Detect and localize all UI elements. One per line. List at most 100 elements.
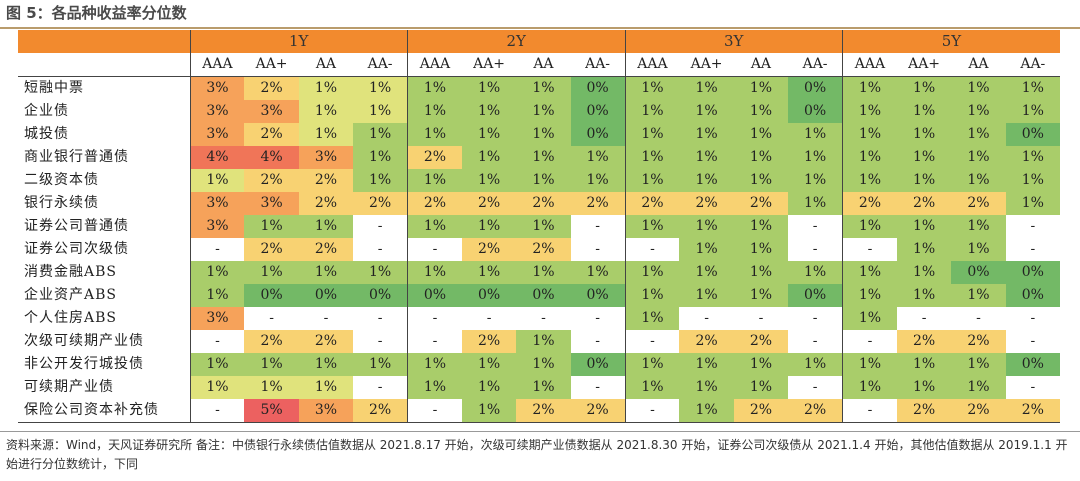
rating-header: AA xyxy=(951,53,1006,77)
percentile-cell: 1% xyxy=(679,76,734,100)
percentile-cell: 1% xyxy=(189,169,245,192)
percentile-cell: - xyxy=(353,376,408,399)
percentile-cell: 1% xyxy=(733,146,789,169)
percentile-cell: - xyxy=(841,330,897,353)
percentile-cell: 1% xyxy=(841,123,897,146)
percentile-cell: - xyxy=(353,307,408,330)
percentile-cell: 0% xyxy=(461,284,517,307)
percentile-cell: 2% xyxy=(1005,399,1060,423)
percentile-cell: 1% xyxy=(1005,100,1060,123)
percentile-cell: 1% xyxy=(788,123,843,146)
percentile-cell: 1% xyxy=(841,76,897,100)
percentile-cell: 1% xyxy=(353,123,408,146)
percentile-cell: 1% xyxy=(896,146,952,169)
percentile-cell: 1% xyxy=(516,330,571,353)
percentile-cell: 1% xyxy=(1005,192,1060,215)
rating-header: AA+ xyxy=(461,53,517,77)
row-label: 企业债 xyxy=(24,103,69,119)
percentile-cell: 1% xyxy=(516,123,571,146)
percentile-cell: 1% xyxy=(298,261,354,284)
percentile-cell: 1% xyxy=(841,307,897,330)
percentile-cell: 1% xyxy=(896,376,952,399)
percentile-cell: 0% xyxy=(516,284,571,307)
percentile-cell: 2% xyxy=(298,330,354,353)
percentile-cell: 1% xyxy=(516,376,571,399)
percentile-cell: 0% xyxy=(1005,353,1060,376)
percentile-cell: 1% xyxy=(461,123,517,146)
percentile-cell: - xyxy=(189,330,245,353)
percentile-cell: 1% xyxy=(189,353,245,376)
percentile-cell: 1% xyxy=(951,123,1006,146)
percentile-cell: 1% xyxy=(298,215,354,238)
percentile-cell: - xyxy=(1005,238,1060,261)
percentile-cell: 1% xyxy=(406,169,462,192)
percentile-cell: 1% xyxy=(353,169,408,192)
percentile-cell: 1% xyxy=(189,284,245,307)
percentile-cell: 2% xyxy=(951,399,1006,423)
percentile-cell: 3% xyxy=(189,192,245,215)
percentile-cell: 1% xyxy=(1005,169,1060,192)
rating-header: AAA xyxy=(406,53,462,77)
percentile-cell: 2% xyxy=(461,192,517,215)
percentile-cell: 1% xyxy=(624,146,680,169)
percentile-cell: 3% xyxy=(189,123,245,146)
percentile-cell: 1% xyxy=(406,215,462,238)
percentile-cell: 1% xyxy=(951,169,1006,192)
percentile-cell: 2% xyxy=(679,330,734,353)
period-header-2y: 2Y xyxy=(407,30,625,53)
percentile-cell: 1% xyxy=(896,284,952,307)
rating-header: AA- xyxy=(1005,53,1060,77)
percentile-cell: 1% xyxy=(624,169,680,192)
percentile-cell: 1% xyxy=(244,261,299,284)
percentile-cell: 1% xyxy=(298,353,354,376)
row-label: 短融中票 xyxy=(24,80,84,96)
percentile-cell: 2% xyxy=(570,192,625,215)
row-label: 证券公司普通债 xyxy=(24,218,129,234)
row-label: 二级资本债 xyxy=(24,172,99,188)
percentile-cell: 2% xyxy=(733,330,789,353)
row-label: 次级可续期产业债 xyxy=(24,333,144,349)
percentile-cell: - xyxy=(788,330,843,353)
percentile-cell: 1% xyxy=(679,169,734,192)
percentile-cell: - xyxy=(189,238,245,261)
percentile-cell: - xyxy=(406,238,462,261)
percentile-cell: 0% xyxy=(406,284,462,307)
percentile-cell: 1% xyxy=(516,169,571,192)
period-header-1y: 1Y xyxy=(189,30,408,53)
percentile-cell: 1% xyxy=(841,261,897,284)
header-corner xyxy=(18,30,190,53)
percentile-cell: 1% xyxy=(353,146,408,169)
percentile-cell: 0% xyxy=(951,261,1006,284)
percentile-cell: 1% xyxy=(516,353,571,376)
percentile-cell: 1% xyxy=(406,76,462,100)
percentile-cell: - xyxy=(624,238,680,261)
percentile-cell: 1% xyxy=(244,353,299,376)
percentile-cell: 1% xyxy=(189,261,245,284)
percentile-cell: 1% xyxy=(951,76,1006,100)
percentile-cell: - xyxy=(1005,307,1060,330)
percentile-cell: 1% xyxy=(516,261,571,284)
percentile-cell: 1% xyxy=(841,169,897,192)
percentile-cell: - xyxy=(570,215,625,238)
rating-header: AA- xyxy=(570,53,625,77)
percentile-cell: - xyxy=(951,307,1006,330)
percentile-cell: - xyxy=(189,399,245,423)
percentile-cell: 2% xyxy=(516,238,571,261)
percentile-cell: - xyxy=(570,238,625,261)
percentile-cell: 4% xyxy=(189,146,245,169)
percentile-cell: 1% xyxy=(951,146,1006,169)
percentile-cell: 0% xyxy=(353,284,408,307)
percentile-cell: - xyxy=(733,307,789,330)
percentile-cell: 1% xyxy=(353,76,408,100)
percentile-cell: 1% xyxy=(733,284,789,307)
percentile-cell: 1% xyxy=(841,284,897,307)
percentile-cell: 2% xyxy=(406,146,462,169)
percentile-cell: 1% xyxy=(679,399,734,423)
rating-header: AA+ xyxy=(679,53,734,77)
row-label: 银行永续债 xyxy=(24,195,99,211)
percentile-cell: 2% xyxy=(298,192,354,215)
row-label: 非公开发行城投债 xyxy=(24,356,144,372)
percentile-cell: 2% xyxy=(244,330,299,353)
percentile-cell: 1% xyxy=(896,215,952,238)
rating-header: AA+ xyxy=(896,53,952,77)
